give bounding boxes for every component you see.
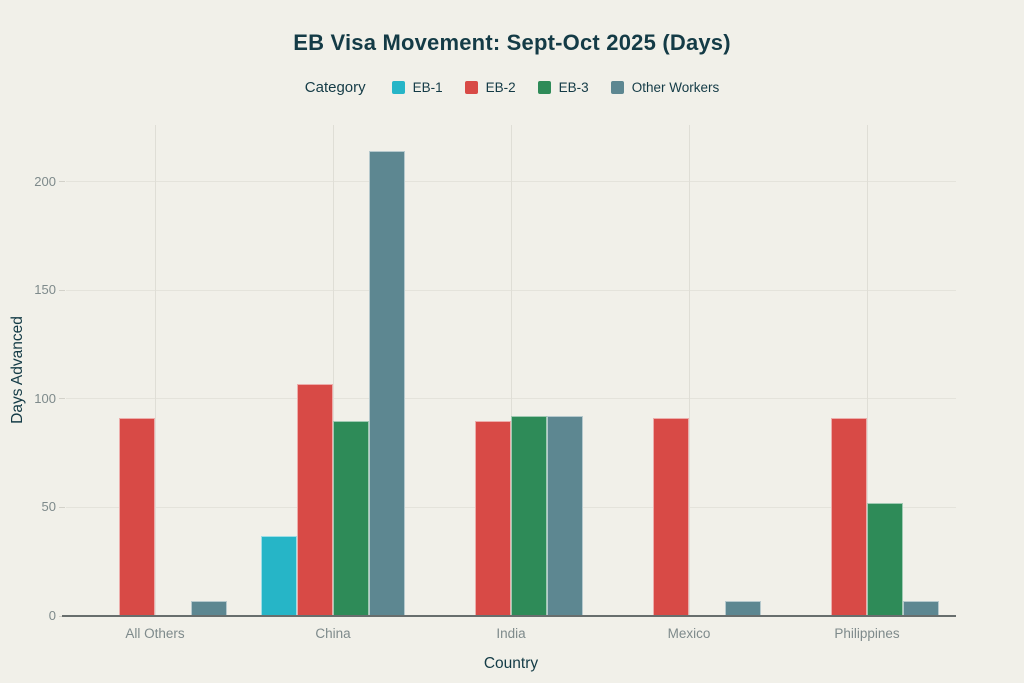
x-tick-label-all-others: All Others: [125, 626, 185, 641]
bar-eb-2-mexico[interactable]: [653, 418, 689, 616]
plot-area: 0 50 100 150 200 All Others China India Mexico Ph…: [34, 125, 956, 641]
legend-label: EB-3: [558, 80, 589, 95]
legend-label: Other Workers: [631, 80, 720, 95]
y-tick-label: 200: [34, 173, 56, 189]
legend-item-eb-2[interactable]: EB-2: [464, 80, 516, 95]
y-tick-mark: [59, 289, 65, 291]
bar-group-mexico: Mexico: [600, 125, 778, 641]
bar-other-workers-china[interactable]: [369, 151, 405, 616]
bar-eb-3-china[interactable]: [333, 420, 369, 616]
legend-items: EB-1 EB-2 EB-3 Other Workers: [391, 80, 720, 95]
bar-groups: All Others China India Mexico Philippines: [66, 125, 956, 641]
legend-label: EB-2: [485, 80, 516, 95]
y-tick-label: 50: [41, 499, 56, 515]
bar-group-all-others: All Others: [66, 125, 244, 641]
bar-group-india: India: [422, 125, 600, 641]
v-gridline: [510, 125, 512, 616]
x-tick-label-mexico: Mexico: [667, 626, 711, 641]
bar-eb-2-china[interactable]: [297, 383, 333, 616]
bar-eb-2-philippines[interactable]: [831, 418, 867, 616]
y-tick-mark: [59, 398, 65, 400]
bar-other-workers-all-others[interactable]: [191, 600, 227, 616]
y-tick-mark: [59, 181, 65, 182]
x-tick-label-philippines: Philippines: [834, 626, 900, 641]
y-tick-label: 0: [48, 608, 56, 623]
x-tick-label-india: India: [496, 626, 526, 641]
bar-group-china: China: [244, 125, 422, 641]
bar-eb-3-india[interactable]: [511, 416, 547, 616]
bar-eb-3-philippines[interactable]: [867, 503, 903, 616]
chart-title: EB Visa Movement: Sept-Oct 2025 (Days): [293, 30, 731, 55]
v-gridline: [332, 125, 334, 616]
x-axis-line: [62, 615, 956, 617]
legend-swatch-eb-3: [537, 81, 551, 94]
legend-item-eb-1[interactable]: EB-1: [391, 80, 443, 95]
x-axis-title: Country: [483, 655, 539, 672]
y-tick-label: 150: [34, 282, 56, 298]
bar-eb-2-all-others[interactable]: [119, 418, 155, 616]
legend-item-eb-3[interactable]: EB-3: [537, 80, 589, 95]
bar-eb-2-india[interactable]: [475, 420, 511, 616]
v-gridline: [154, 125, 156, 616]
legend-swatch-eb-2: [464, 81, 478, 94]
v-gridline: [866, 125, 868, 616]
y-tick-mark: [59, 506, 65, 508]
bar-other-workers-philippines[interactable]: [903, 600, 939, 616]
legend: Category EB-1 EB-2 EB-3 Other Workers: [0, 79, 1024, 96]
bar-other-workers-mexico[interactable]: [725, 600, 761, 616]
legend-label: EB-1: [412, 80, 443, 95]
legend-swatch-eb-1: [391, 81, 405, 94]
bar-group-philippines: Philippines: [778, 125, 956, 641]
legend-swatch-other-workers: [610, 81, 624, 94]
y-tick-label: 100: [34, 390, 56, 406]
legend-title: Category: [304, 79, 366, 96]
legend-item-other-workers[interactable]: Other Workers: [610, 80, 720, 95]
bar-other-workers-india[interactable]: [547, 416, 583, 616]
v-gridline: [688, 125, 690, 616]
y-axis-title: Days Advanced: [9, 316, 26, 424]
bar-eb-1-china[interactable]: [261, 535, 297, 616]
x-tick-label-china: China: [315, 626, 351, 641]
